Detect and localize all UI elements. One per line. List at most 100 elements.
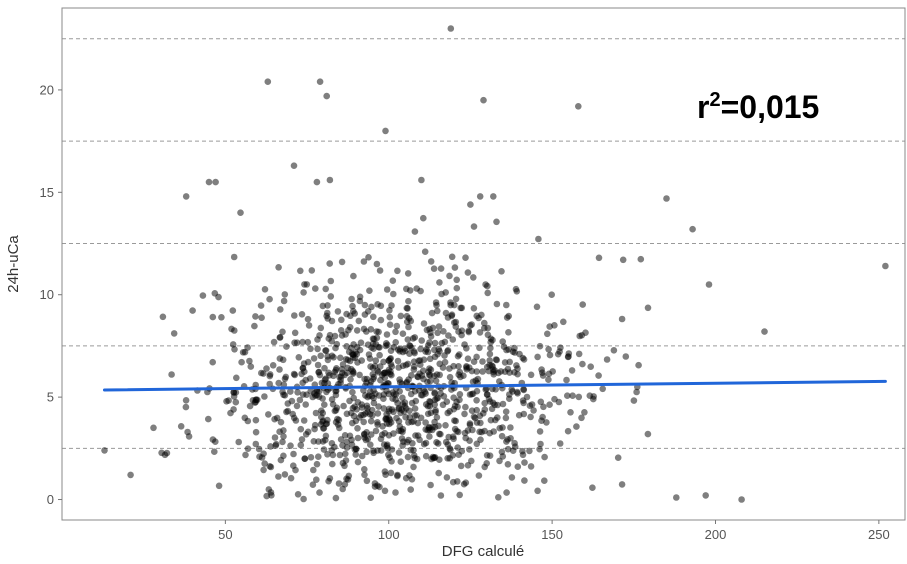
data-point	[493, 218, 500, 226]
data-point	[394, 267, 401, 275]
data-point	[404, 305, 411, 312]
data-point	[353, 327, 361, 334]
data-point	[319, 395, 326, 402]
data-point	[361, 301, 369, 309]
data-point	[441, 352, 448, 359]
data-point	[387, 469, 395, 477]
data-point	[460, 480, 468, 488]
data-point	[301, 368, 308, 376]
data-point	[452, 295, 460, 303]
data-point	[332, 391, 340, 399]
data-point	[331, 332, 339, 340]
data-point	[229, 341, 237, 348]
data-point	[343, 410, 351, 418]
data-point	[406, 342, 413, 349]
data-point	[267, 443, 274, 450]
regression-line	[102, 379, 887, 392]
data-point	[437, 265, 445, 272]
data-point	[368, 303, 375, 311]
data-point	[182, 397, 190, 404]
data-point	[199, 292, 207, 299]
y-tick-label: 15	[40, 185, 54, 200]
data-point	[363, 402, 371, 410]
data-point	[280, 297, 288, 305]
data-point	[548, 291, 555, 299]
data-point	[367, 441, 374, 449]
data-point	[452, 323, 460, 330]
data-point	[372, 340, 380, 348]
data-point	[444, 455, 451, 462]
data-point	[326, 176, 334, 184]
data-point	[358, 357, 366, 364]
data-point	[297, 441, 305, 449]
data-point	[467, 322, 474, 329]
data-point	[168, 371, 175, 378]
data-point	[536, 445, 543, 453]
x-tick-label: 150	[541, 527, 563, 542]
data-point	[209, 313, 217, 321]
data-point	[535, 235, 542, 243]
data-point	[534, 353, 541, 361]
data-point	[303, 281, 311, 288]
data-point	[411, 405, 419, 412]
data-point	[311, 425, 318, 433]
data-point	[619, 256, 627, 264]
data-point	[390, 343, 398, 351]
data-point	[373, 334, 381, 342]
data-point	[215, 482, 223, 490]
data-point	[520, 386, 528, 394]
data-point	[373, 260, 381, 268]
data-point	[428, 309, 436, 317]
data-point	[177, 423, 185, 430]
data-point	[882, 262, 889, 270]
data-point	[304, 338, 312, 346]
data-point	[337, 327, 345, 334]
data-point	[380, 370, 388, 377]
data-point	[503, 489, 510, 496]
data-point	[501, 359, 509, 366]
data-point	[493, 300, 501, 308]
y-tick-label: 5	[47, 390, 54, 405]
data-point	[509, 447, 517, 455]
data-point	[408, 399, 416, 407]
data-point	[576, 332, 583, 340]
data-point	[422, 426, 430, 433]
data-point	[485, 367, 493, 375]
data-point	[279, 388, 286, 396]
data-point	[472, 377, 480, 384]
data-point	[468, 390, 476, 398]
data-point	[475, 472, 483, 479]
data-point	[521, 477, 528, 484]
data-point	[387, 368, 394, 376]
data-point	[555, 398, 563, 406]
data-point	[349, 419, 356, 427]
data-point	[419, 391, 426, 399]
data-point	[366, 388, 374, 395]
data-point	[434, 307, 441, 315]
data-point	[420, 320, 428, 327]
data-point	[322, 347, 330, 354]
data-point	[462, 434, 470, 442]
data-point	[390, 290, 397, 298]
data-point	[354, 458, 362, 466]
data-point	[394, 472, 401, 480]
data-point	[339, 361, 347, 368]
data-point	[479, 368, 486, 375]
data-point	[536, 342, 544, 350]
data-point	[313, 178, 321, 186]
data-point	[347, 376, 354, 383]
regression-line-group	[102, 379, 887, 392]
data-point	[336, 424, 343, 432]
data-point	[342, 457, 350, 464]
data-point	[352, 349, 359, 356]
data-point	[410, 366, 418, 373]
data-point	[565, 353, 572, 360]
data-point	[533, 303, 541, 311]
data-point	[399, 442, 406, 449]
data-point	[448, 253, 456, 261]
data-point	[237, 209, 244, 216]
data-point	[519, 397, 527, 404]
data-point	[281, 291, 289, 298]
x-tick-label: 100	[378, 527, 400, 542]
data-point	[637, 255, 645, 263]
